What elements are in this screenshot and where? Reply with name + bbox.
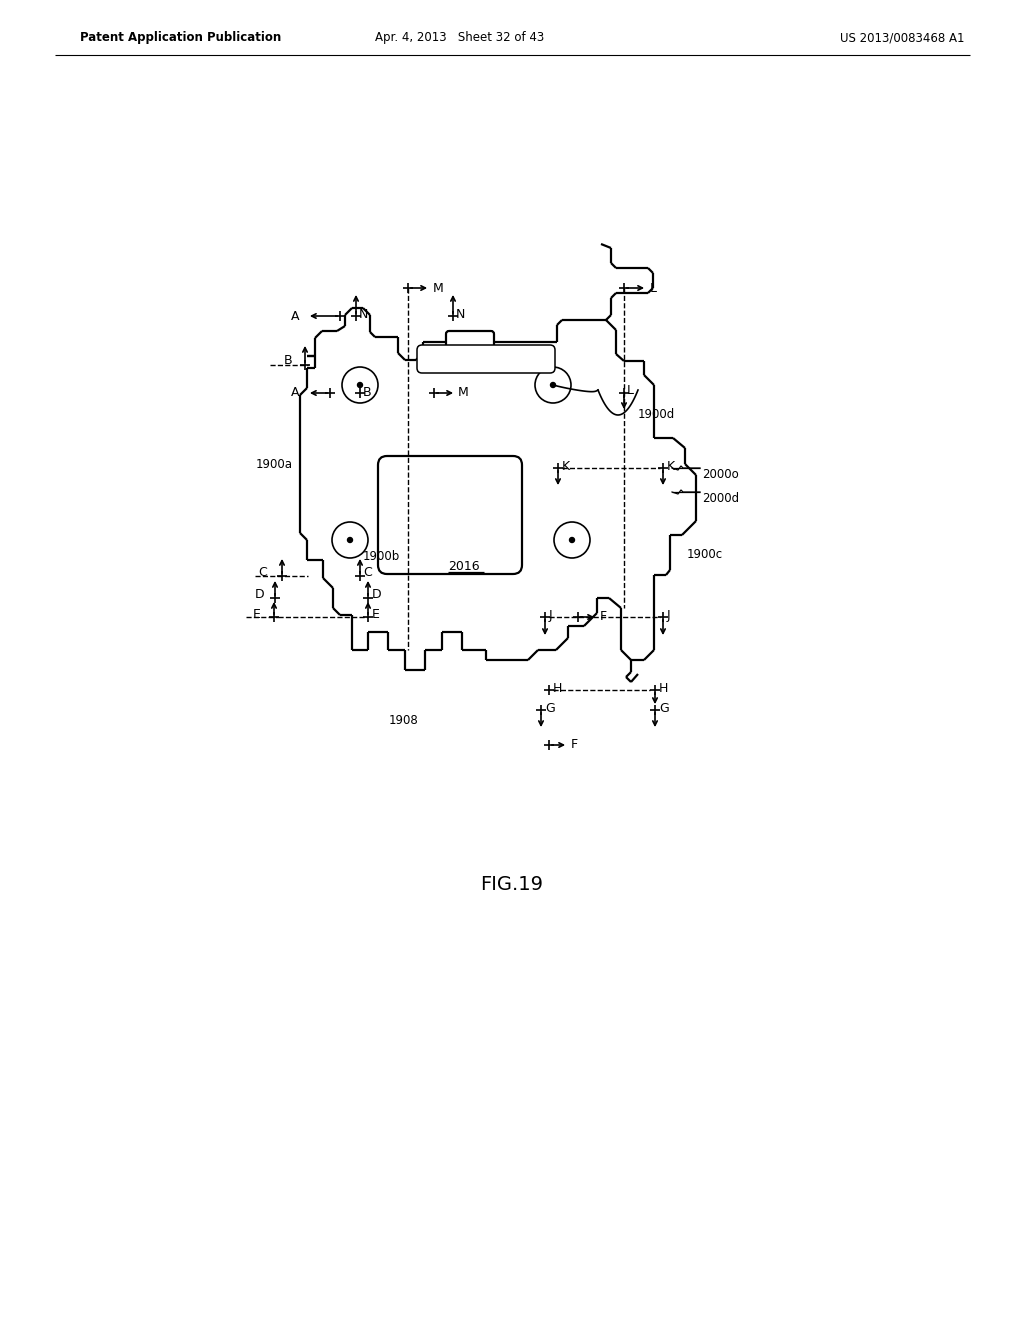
Text: 1900c: 1900c xyxy=(687,549,723,561)
Text: M: M xyxy=(458,387,469,400)
Text: K: K xyxy=(667,459,675,473)
Text: FIG.19: FIG.19 xyxy=(480,875,544,895)
Text: F: F xyxy=(600,610,607,623)
Text: C: C xyxy=(258,565,266,578)
Text: 2000d: 2000d xyxy=(702,491,739,504)
Text: L: L xyxy=(650,281,657,294)
Text: J: J xyxy=(549,609,553,622)
Text: A: A xyxy=(291,309,299,322)
Text: G: G xyxy=(659,702,669,715)
Text: 1900d: 1900d xyxy=(638,408,675,421)
Text: N: N xyxy=(359,308,369,321)
Text: H: H xyxy=(659,682,669,696)
Text: Patent Application Publication: Patent Application Publication xyxy=(80,32,282,45)
FancyBboxPatch shape xyxy=(446,331,494,371)
Circle shape xyxy=(551,383,555,388)
Text: F: F xyxy=(571,738,579,751)
FancyBboxPatch shape xyxy=(417,345,555,374)
Text: B: B xyxy=(362,385,372,399)
Text: B: B xyxy=(284,354,293,367)
Text: Apr. 4, 2013   Sheet 32 of 43: Apr. 4, 2013 Sheet 32 of 43 xyxy=(376,32,545,45)
Text: 2000o: 2000o xyxy=(702,469,738,482)
Text: L: L xyxy=(627,384,634,397)
Text: E: E xyxy=(372,607,380,620)
Text: US 2013/0083468 A1: US 2013/0083468 A1 xyxy=(840,32,965,45)
Circle shape xyxy=(569,537,574,543)
Text: G: G xyxy=(545,702,555,715)
FancyBboxPatch shape xyxy=(378,455,522,574)
Text: 2016: 2016 xyxy=(449,561,479,573)
Text: D: D xyxy=(255,589,264,602)
Text: D: D xyxy=(372,589,382,602)
Text: C: C xyxy=(362,565,372,578)
Text: A: A xyxy=(291,387,299,400)
Text: 1900a: 1900a xyxy=(256,458,293,471)
Text: H: H xyxy=(553,682,562,696)
Text: M: M xyxy=(433,281,443,294)
Text: 1900b: 1900b xyxy=(362,549,400,562)
Text: K: K xyxy=(562,459,570,473)
Circle shape xyxy=(347,537,352,543)
Text: J: J xyxy=(667,609,671,622)
Text: N: N xyxy=(456,308,465,321)
Text: 1908: 1908 xyxy=(388,714,418,726)
Circle shape xyxy=(357,383,362,388)
Text: E: E xyxy=(253,607,261,620)
